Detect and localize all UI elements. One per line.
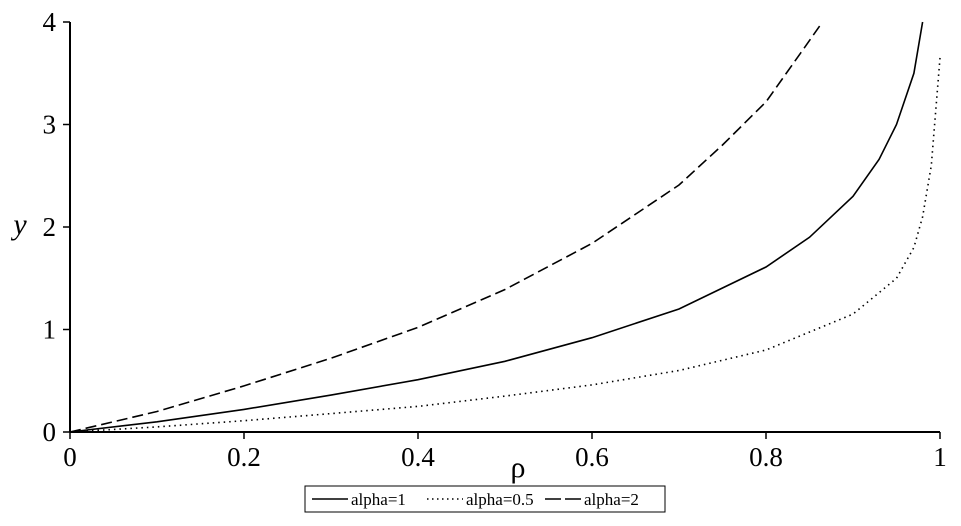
legend: alpha=1 alpha=0.5 alpha=2 — [304, 485, 666, 513]
x-tick-label: 0.8 — [749, 442, 783, 472]
series-group — [69, 21, 941, 433]
x-tick-label: 0.6 — [575, 442, 609, 472]
y-tick-label: 0 — [43, 417, 57, 447]
y-axis-title: y — [10, 208, 27, 241]
legend-label: alpha=1 — [351, 490, 406, 509]
x-axis-title: ρ — [511, 451, 526, 484]
x-tick-label: 1 — [933, 442, 947, 472]
y-tick-label: 2 — [43, 212, 57, 242]
x-tick-label: 0.2 — [227, 442, 261, 472]
y-ticks: 0 1 2 3 4 — [43, 7, 70, 447]
y-tick-label: 4 — [43, 7, 57, 37]
legend-box — [304, 485, 666, 513]
x-tick-label: 0.4 — [401, 442, 435, 472]
axes — [69, 22, 940, 433]
y-tick-label: 3 — [43, 110, 57, 140]
legend-label: alpha=0.5 — [466, 490, 534, 509]
x-tick-label: 0 — [63, 442, 77, 472]
series-line-alpha-0-5 — [69, 57, 941, 433]
legend-label: alpha=2 — [584, 490, 639, 509]
y-tick-label: 1 — [43, 315, 57, 345]
series-line-alpha-2 — [69, 21, 824, 433]
series-line-alpha-1 — [69, 21, 924, 433]
x-ticks: 0 0.2 0.4 0.6 0.8 1 — [63, 432, 947, 472]
